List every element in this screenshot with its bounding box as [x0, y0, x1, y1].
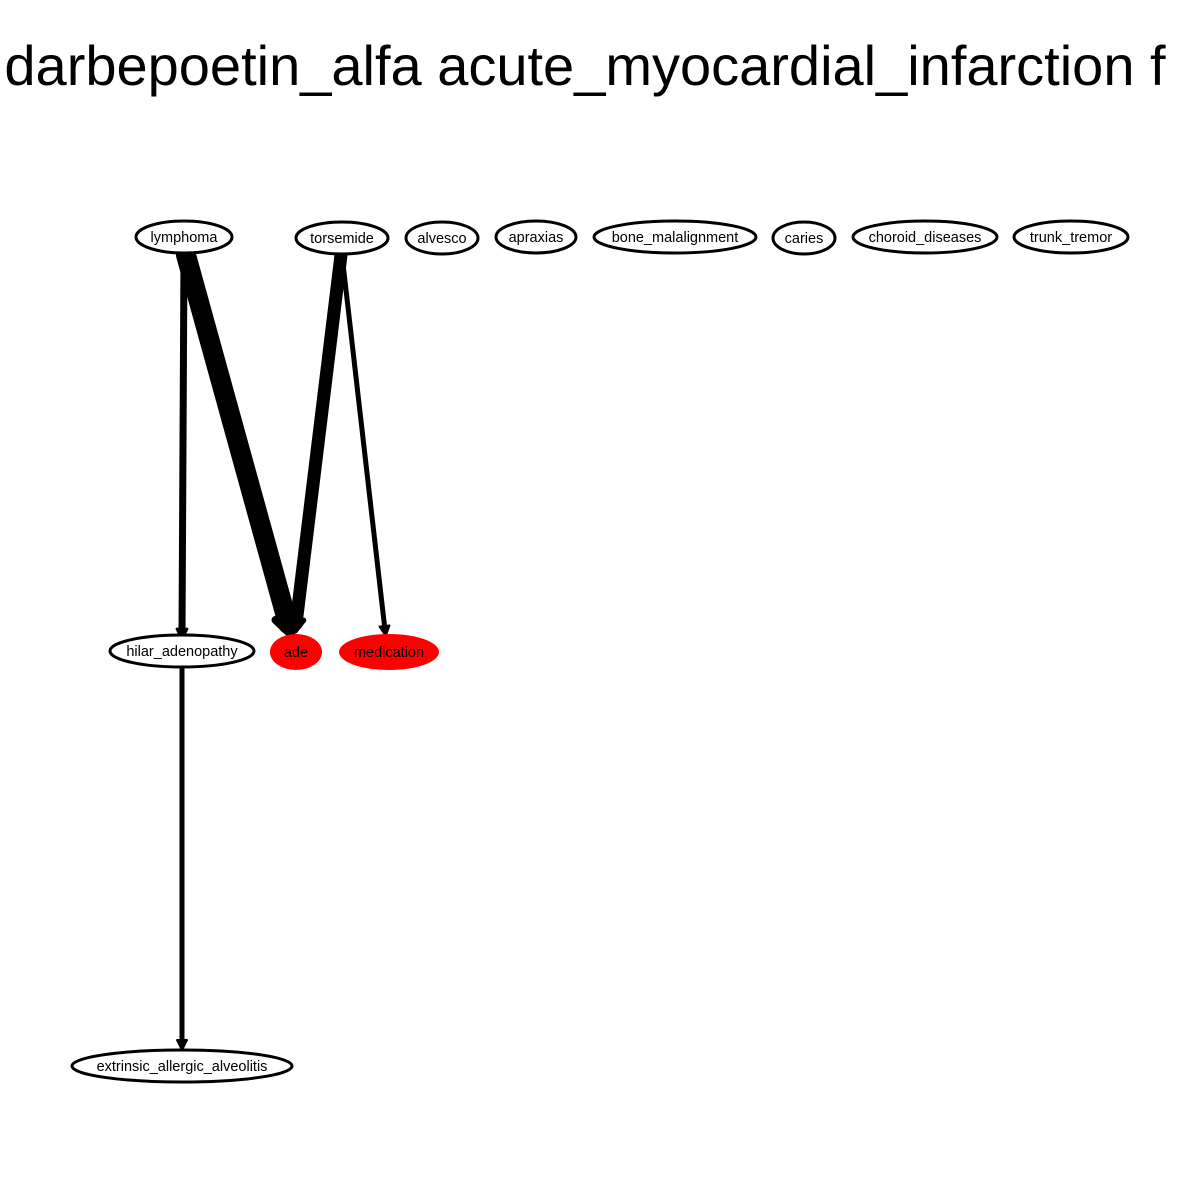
edge-lymphoma-to-ade: [176, 245, 298, 634]
node-label-hilar_adenopathy: hilar_adenopathy: [126, 644, 238, 660]
node-bone_malalignment: bone_malalignment: [592, 219, 758, 255]
node-label-medication: medication: [354, 645, 424, 661]
node-trunk_tremor: trunk_tremor: [1012, 219, 1130, 255]
node-choroid_diseases: choroid_diseases: [851, 219, 999, 255]
node-shape-hilar_adenopathy: [108, 633, 256, 669]
node-ade: ade: [270, 634, 322, 670]
node-shape-trunk_tremor: [1012, 219, 1130, 255]
node-shape-ade: [270, 634, 322, 670]
node-shape-choroid_diseases: [851, 219, 999, 255]
node-apraxias: apraxias: [494, 219, 578, 255]
node-shape-extrinsic_allergic_alveolitis: [70, 1048, 294, 1084]
node-medication: medication: [339, 634, 439, 670]
node-shape-medication: [339, 634, 439, 670]
node-caries: caries: [771, 220, 837, 256]
edges-layer: [175, 245, 391, 1051]
node-hilar_adenopathy: hilar_adenopathy: [108, 633, 256, 669]
nodes-layer: lymphoma torsemide alvesco apraxias bone_mal…: [70, 219, 1130, 1084]
edge-torsemide-to-ade: [289, 248, 348, 631]
node-label-lymphoma: lymphoma: [151, 230, 219, 246]
node-label-extrinsic_allergic_alveolitis: extrinsic_allergic_alveolitis: [97, 1059, 268, 1075]
node-shape-caries: [771, 220, 837, 256]
arrowhead-torsemide-to-ade: [286, 615, 307, 634]
node-torsemide: torsemide: [294, 220, 390, 256]
node-label-torsemide: torsemide: [310, 231, 374, 247]
arrowhead-hilar_adenopathy-to-extrinsic_allergic_alveolitis: [176, 1039, 188, 1051]
edge-torsemide-to-medication: [339, 252, 388, 633]
node-shape-bone_malalignment: [592, 219, 758, 255]
node-extrinsic_allergic_alveolitis: extrinsic_allergic_alveolitis: [70, 1048, 294, 1084]
node-shape-apraxias: [494, 219, 578, 255]
edge-lymphoma-to-hilar_adenopathy: [178, 249, 188, 637]
node-label-trunk_tremor: trunk_tremor: [1030, 230, 1112, 246]
node-label-bone_malalignment: bone_malalignment: [612, 230, 739, 246]
node-label-alvesco: alvesco: [417, 231, 466, 247]
node-shape-torsemide: [294, 220, 390, 256]
node-shape-alvesco: [404, 220, 480, 256]
diagram-title: darbepoetin_alfa acute_myocardial_infarc…: [4, 34, 1166, 97]
node-label-caries: caries: [785, 231, 824, 247]
node-alvesco: alvesco: [404, 220, 480, 256]
node-label-ade: ade: [284, 645, 308, 661]
arrowhead-torsemide-to-medication: [378, 624, 391, 637]
node-label-choroid_diseases: choroid_diseases: [869, 230, 982, 246]
node-shape-lymphoma: [134, 219, 234, 255]
node-label-apraxias: apraxias: [509, 230, 564, 246]
node-lymphoma: lymphoma: [134, 219, 234, 255]
